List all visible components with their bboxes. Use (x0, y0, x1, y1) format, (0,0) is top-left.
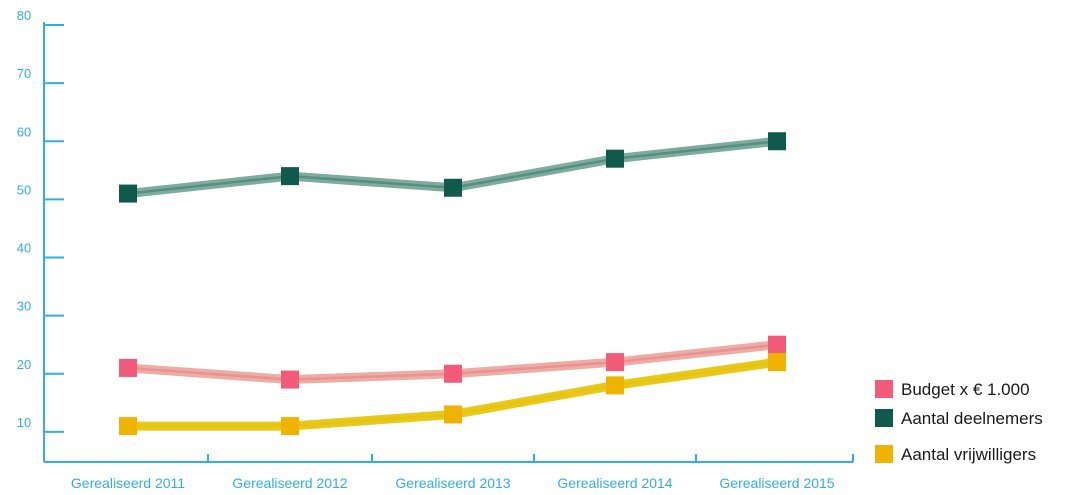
legend-label: Budget x € 1.000 (901, 380, 1030, 399)
legend-label: Aantal vrijwilligers (901, 445, 1036, 464)
axes (43, 22, 853, 463)
data-point (768, 132, 786, 151)
y-tick-label: 40 (17, 241, 31, 256)
data-point (119, 184, 137, 203)
y-tick-label: 10 (17, 415, 31, 430)
data-point (768, 353, 786, 372)
y-tick-label: 20 (17, 357, 31, 372)
y-tick-label: 80 (17, 8, 31, 23)
data-point (444, 364, 462, 383)
y-tick-label: 50 (17, 182, 31, 197)
legend-swatch (875, 380, 893, 398)
x-tick-label: Gerealiseerd 2015 (719, 475, 834, 491)
data-point (606, 149, 624, 168)
legend-swatch (875, 445, 893, 463)
data-point (281, 370, 299, 389)
data-point (281, 417, 299, 436)
x-tick-label: Gerealiseerd 2012 (232, 475, 347, 491)
x-tick-label: Gerealiseerd 2013 (395, 475, 510, 491)
x-tick-label: Gerealiseerd 2011 (71, 475, 185, 491)
data-point (768, 335, 786, 354)
legend-swatch (875, 409, 893, 427)
legend: Budget x € 1.000 Aantal deelnemers Aantal … (875, 380, 1043, 464)
y-tick-label: 30 (17, 299, 31, 314)
legend-label: Aantal deelnemers (901, 409, 1043, 428)
data-point (119, 358, 137, 377)
data-point (444, 405, 462, 424)
x-tick-label: Gerealiseerd 2014 (557, 475, 672, 491)
data-point (606, 376, 624, 395)
data-point (119, 417, 137, 436)
y-tick-label: 60 (17, 124, 31, 139)
x-ticks: Gerealiseerd 2011 Gerealiseerd 2012 Gereal… (71, 454, 854, 491)
data-point (281, 167, 299, 186)
series-points (119, 132, 786, 436)
y-tick-label: 70 (17, 66, 31, 81)
data-point (444, 178, 462, 197)
y-ticks: 10 20 30 40 50 60 70 80 (17, 8, 64, 433)
data-point (606, 353, 624, 372)
